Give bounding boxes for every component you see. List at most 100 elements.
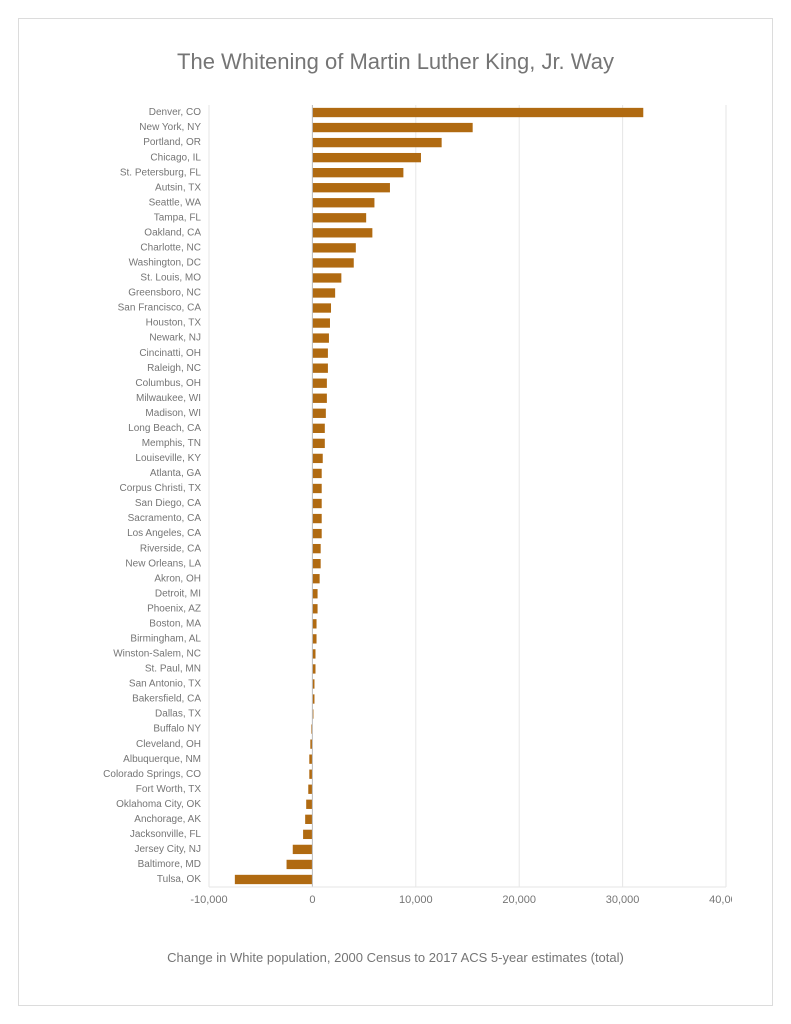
city-label: Bakersfield, CA (132, 694, 201, 705)
bar (312, 469, 321, 478)
city-label: Seattle, WA (149, 197, 202, 208)
city-label: Albuquerque, NM (123, 754, 201, 765)
x-tick-label: 10,000 (399, 894, 433, 906)
bar (312, 514, 321, 523)
bar (312, 634, 316, 643)
city-label: New York, NY (139, 122, 201, 133)
bar (305, 815, 312, 824)
city-label: Jacksonville, FL (130, 829, 202, 840)
city-label: Anchorage, AK (134, 814, 201, 825)
city-label: Corpus Christi, TX (119, 483, 201, 494)
x-axis-label: Change in White population, 2000 Census … (19, 950, 772, 965)
bar (312, 348, 328, 357)
city-label: St. Louis, MO (140, 273, 201, 284)
city-label: Memphis, TN (142, 438, 201, 449)
bar (312, 318, 330, 327)
bar (235, 875, 313, 884)
bar (312, 454, 322, 463)
city-label: Tulsa, OK (157, 874, 201, 885)
city-label: Autsin, TX (155, 182, 201, 193)
city-label: Dallas, TX (155, 709, 201, 720)
city-label: St. Paul, MN (145, 664, 201, 675)
city-label: San Diego, CA (135, 498, 201, 509)
bar (312, 484, 321, 493)
bar (308, 785, 312, 794)
city-label: Chicago, IL (150, 152, 201, 163)
city-label: Houston, TX (146, 318, 202, 329)
bar (312, 409, 325, 418)
city-label: Denver, CO (149, 107, 201, 118)
bar (312, 168, 403, 177)
bar (312, 108, 643, 117)
city-label: Washington, DC (129, 258, 201, 269)
bar (312, 288, 335, 297)
city-label: Fort Worth, TX (136, 784, 202, 795)
bar (312, 544, 320, 553)
city-label: Newark, NJ (149, 333, 201, 344)
city-label: Detroit, MI (155, 588, 201, 599)
bar (312, 574, 319, 583)
bar (312, 303, 331, 312)
city-label: Columbus, OH (135, 378, 201, 389)
city-label: Cincinatti, OH (139, 348, 201, 359)
x-tick-label: -10,000 (190, 894, 227, 906)
bar (312, 619, 316, 628)
x-tick-label: 20,000 (502, 894, 536, 906)
chart-title: The Whitening of Martin Luther King, Jr.… (19, 49, 772, 75)
city-label: Birmingham, AL (130, 634, 201, 645)
city-label: Raleigh, NC (147, 363, 201, 374)
city-label: Sacramento, CA (128, 513, 202, 524)
chart-frame: The Whitening of Martin Luther King, Jr.… (18, 18, 773, 1006)
bar (312, 138, 441, 147)
x-tick-label: 40,000 (709, 894, 732, 906)
bar (312, 183, 390, 192)
city-label: Milwaukee, WI (136, 393, 201, 404)
bar (312, 258, 353, 267)
city-label: Long Beach, CA (128, 423, 201, 434)
bar (312, 213, 366, 222)
x-tick-label: 30,000 (606, 894, 640, 906)
city-label: Louiseville, KY (135, 453, 201, 464)
bar (312, 198, 374, 207)
city-label: New Orleans, LA (125, 558, 201, 569)
city-label: Oklahoma City, OK (116, 799, 201, 810)
bar (312, 273, 341, 282)
bar (312, 333, 329, 342)
bar (312, 379, 326, 388)
city-label: San Francisco, CA (118, 303, 202, 314)
bar (306, 800, 312, 809)
city-label: Oakland, CA (144, 227, 201, 238)
bar (312, 499, 321, 508)
city-label: St. Petersburg, FL (120, 167, 202, 178)
city-label: Portland, OR (143, 137, 201, 148)
city-label: Boston, MA (149, 618, 201, 629)
city-label: Jersey City, NJ (135, 844, 202, 855)
city-label: Cleveland, OH (136, 739, 201, 750)
city-label: Atlanta, GA (150, 468, 201, 479)
bar (312, 439, 324, 448)
plot-area: -10,000 0 10,000 20,000 30,000 40,000 Denver, … (59, 99, 732, 915)
city-label: Madison, WI (145, 408, 201, 419)
bar (312, 604, 317, 613)
bar (312, 243, 355, 252)
bar (312, 559, 320, 568)
city-label: Colorado Springs, CO (103, 769, 201, 780)
bar (287, 860, 313, 869)
city-label: Akron, OH (154, 573, 201, 584)
city-label: Winston-Salem, NC (113, 649, 201, 660)
bar (312, 123, 472, 132)
bar (312, 424, 324, 433)
bar (312, 364, 328, 373)
chart-svg: -10,000 0 10,000 20,000 30,000 40,000 Denver, … (59, 99, 732, 915)
city-label: Greensboro, NC (128, 288, 201, 299)
bar (293, 845, 313, 854)
city-label: Tampa, FL (154, 212, 202, 223)
bar (312, 153, 421, 162)
city-label: Charlotte, NC (140, 243, 201, 254)
bar (312, 529, 321, 538)
bar (312, 228, 372, 237)
city-label: Riverside, CA (140, 543, 201, 554)
city-label: Buffalo NY (153, 724, 201, 735)
city-label: Baltimore, MD (138, 859, 201, 870)
x-tick-label: 0 (309, 894, 315, 906)
